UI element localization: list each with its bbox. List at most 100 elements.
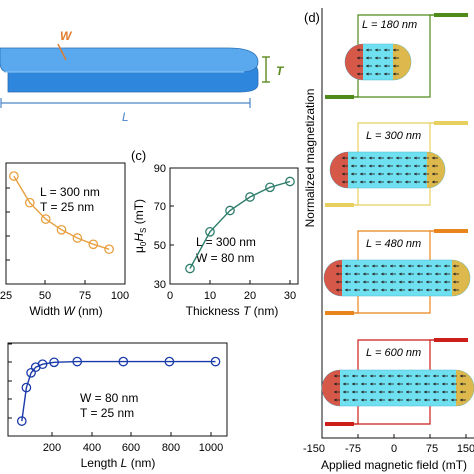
domain-arrowhead: [375, 64, 378, 68]
x-tick-label-d-0: -150: [303, 443, 325, 455]
domain-arrowhead: [334, 398, 337, 402]
domain-arrowhead: [435, 280, 438, 284]
domain-arrowhead: [345, 272, 348, 276]
x-axis-label-b: Width W (nm): [29, 304, 102, 318]
domain-arrowhead: [397, 398, 400, 402]
domain-arrowhead: [415, 398, 418, 402]
domain-arrowhead: [405, 172, 408, 176]
series-label-d-1: L = 300 nm: [366, 130, 421, 142]
domain-arrowhead: [372, 272, 375, 276]
series-e: [16, 356, 221, 426]
domain-arrowhead: [423, 164, 426, 168]
domain-arrowhead: [406, 374, 409, 378]
domain-arrowhead: [426, 272, 429, 276]
domain-arrowhead: [417, 272, 420, 276]
y-tick-label-c-1: 50: [154, 240, 166, 252]
length-label: L: [122, 110, 129, 124]
domain-arrowhead: [408, 272, 411, 276]
domain-arrowhead: [423, 180, 426, 184]
length-line: [21, 360, 216, 422]
domain-arrowhead: [405, 180, 408, 184]
domain-arrowhead: [432, 156, 435, 160]
domain-arrowhead: [379, 374, 382, 378]
domain-arrowhead: [372, 288, 375, 292]
domain-arrowhead: [387, 172, 390, 176]
domain-arrowhead: [453, 272, 456, 276]
domain-arrowhead: [343, 390, 346, 394]
panel-d: (d) -150 -75 0 75 150 Applied magnetic f…: [303, 8, 474, 472]
domain-arrowhead: [361, 390, 364, 394]
domain-arrowhead: [381, 264, 384, 268]
x-tick-marks-b: [5, 187, 126, 285]
domain-arrowhead: [453, 280, 456, 284]
domain-arrowhead: [381, 272, 384, 276]
domain-arrowhead: [357, 64, 360, 68]
domain-arrowhead: [460, 390, 463, 394]
domain-arrowhead: [384, 64, 387, 68]
domain-arrowhead: [387, 156, 390, 160]
width-point-3: [56, 224, 67, 235]
domain-arrowhead: [363, 280, 366, 284]
domain-arrowhead: [343, 398, 346, 402]
domain-arrowhead: [363, 264, 366, 268]
length-point-6: [72, 356, 83, 367]
domain-arrowhead: [336, 272, 339, 276]
domain-arrowhead: [442, 398, 445, 402]
domain-arrowhead: [388, 398, 391, 402]
x-axis-label-c: Thickness T (nm): [186, 304, 279, 318]
series-label-d-0: L = 180 nm: [362, 19, 417, 31]
domain-arrowhead: [375, 48, 378, 52]
domain-arrowhead: [433, 398, 436, 402]
length-point-4: [37, 359, 48, 370]
length-point-7: [118, 356, 129, 367]
domain-arrowhead: [408, 288, 411, 292]
domain-arrowhead: [351, 172, 354, 176]
domain-arrowhead: [415, 374, 418, 378]
domain-arrowhead: [379, 382, 382, 386]
width-point-1: [24, 197, 35, 208]
domain-arrowhead: [370, 382, 373, 386]
domain-arrowhead: [423, 172, 426, 176]
thickness-point-0: [185, 263, 195, 274]
width-point-6: [104, 244, 114, 255]
domain-arrowhead: [366, 56, 369, 60]
domain-arrowhead: [406, 398, 409, 402]
domain-arrowhead: [352, 382, 355, 386]
domain-arrowhead: [352, 390, 355, 394]
domain-arrowhead: [399, 288, 402, 292]
series-label-d-2: L = 480 nm: [366, 238, 421, 250]
hysteresis-loops: [321, 13, 474, 426]
thickness-point-5: [285, 176, 295, 187]
domain-arrowhead: [345, 264, 348, 268]
domain-arrowhead: [451, 398, 454, 402]
domain-endcap-right-2: [452, 260, 470, 296]
domain-arrowhead: [399, 264, 402, 268]
domain-arrowhead: [390, 280, 393, 284]
y-axis-label-d: Normalized magnetization: [303, 89, 317, 228]
domain-arrowhead: [396, 156, 399, 160]
domain-arrowhead: [453, 264, 456, 268]
domain-arrowhead: [378, 164, 381, 168]
x-tick-label-b-2: 75: [79, 290, 91, 302]
domain-arrowhead: [415, 390, 418, 394]
domain-arrowhead: [396, 172, 399, 176]
domain-arrowhead: [378, 156, 381, 160]
domain-arrowhead: [417, 280, 420, 284]
domain-arrowhead: [354, 288, 357, 292]
domain-arrowhead: [405, 156, 408, 160]
panel-b: 25 50 75 100 Width W (nm) L = 300 nm T =…: [0, 162, 129, 318]
domain-arrowhead: [357, 48, 360, 52]
x-tick-label-e-1: 400: [83, 442, 101, 454]
annotation-c-1: W = 80 nm: [196, 251, 254, 265]
y-tick-label-c-0: 30: [154, 279, 166, 291]
domain-arrowhead: [369, 172, 372, 176]
tick-marks-e: [8, 343, 212, 437]
domain-arrowhead: [342, 180, 345, 184]
domain-arrowhead: [357, 56, 360, 60]
panel-label-d: (d): [304, 10, 320, 25]
domain-arrowhead: [343, 374, 346, 378]
domain-arrowhead: [366, 72, 369, 76]
domain-arrowhead: [433, 382, 436, 386]
domain-arrowhead: [370, 374, 373, 378]
domain-arrowhead: [351, 164, 354, 168]
